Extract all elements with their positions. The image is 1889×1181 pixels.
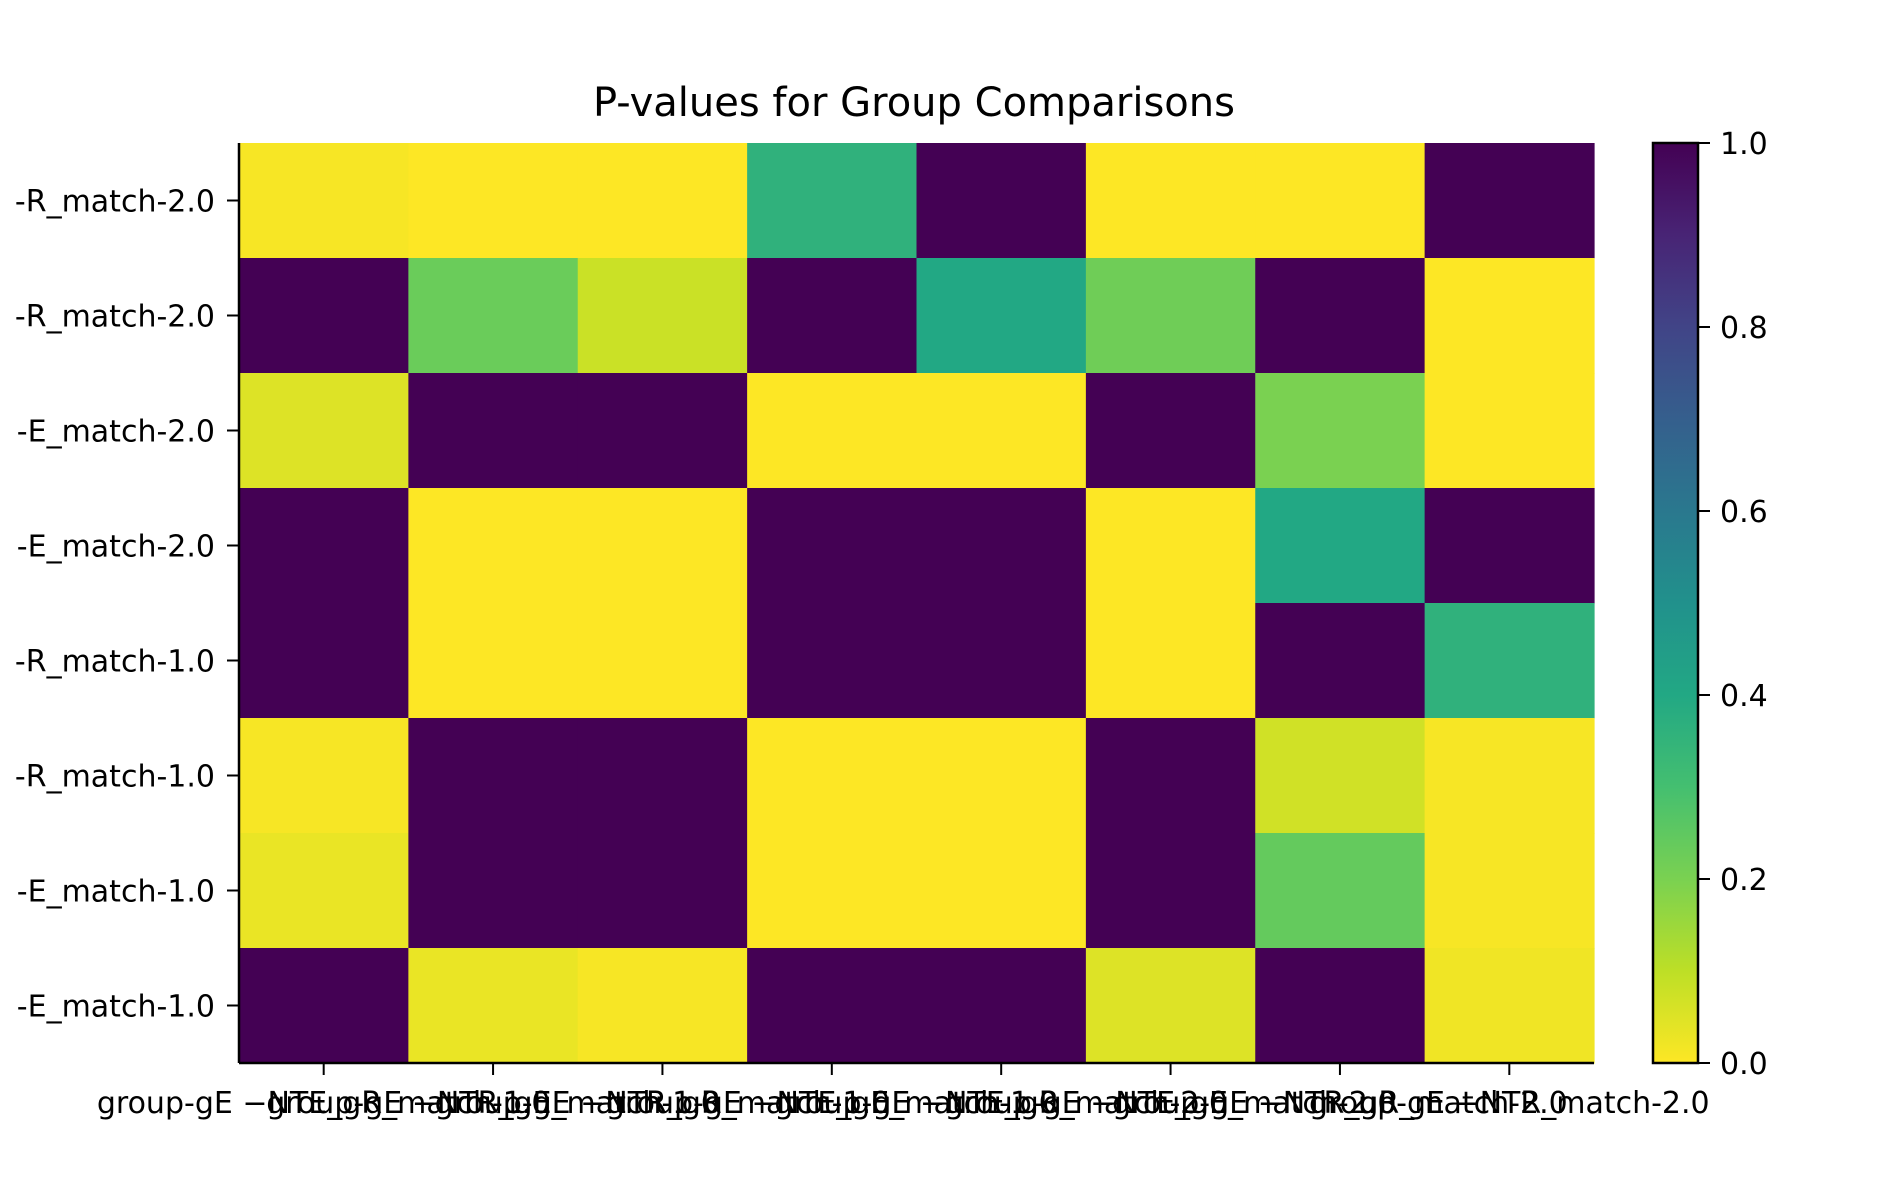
y-tick-label: ‑R_match-2.0 [15, 300, 215, 335]
heatmap-cell [1255, 143, 1426, 259]
y-axis-ticks: ‑R_match-2.0 ‑R_match-2.0 ‑E_match-2.0 ‑E_m… [15, 185, 239, 1025]
heatmap-cell [916, 258, 1087, 374]
heatmap-cell [916, 373, 1087, 489]
heatmap-cell [747, 718, 918, 834]
colorbar-tick-label: 0.2 [1720, 863, 1768, 898]
heatmap-cell [408, 488, 579, 604]
heatmap-cell [1085, 488, 1256, 604]
heatmap-cell [747, 258, 918, 374]
colorbar-tick-label: 0.0 [1720, 1047, 1768, 1082]
heatmap-cell [577, 718, 748, 834]
y-tick-label: ‑E_match-2.0 [17, 530, 215, 565]
heatmap-cell [747, 603, 918, 719]
colorbar-tick-label: 1.0 [1720, 127, 1768, 162]
heatmap-cell [747, 833, 918, 949]
heatmap-cell [1085, 143, 1256, 259]
y-tick-label: ‑E_match-1.0 [17, 875, 215, 910]
heatmap-cell [239, 258, 409, 374]
heatmap-cell [1085, 833, 1256, 949]
heatmap-cell [916, 833, 1087, 949]
heatmap-cell [1424, 143, 1595, 259]
heatmap-cell [408, 603, 579, 719]
x-tick-label: group-gE −NTE_gR_match-1.0 [97, 1086, 551, 1121]
colorbar-tick-label: 0.8 [1720, 311, 1768, 346]
heatmap-cell [239, 718, 409, 834]
heatmap-cell [577, 833, 748, 949]
heatmap-cell [408, 718, 579, 834]
heatmap-cell [1424, 948, 1595, 1064]
heatmap-cell [916, 948, 1087, 1064]
heatmap-cell [1255, 948, 1426, 1064]
heatmap-cell [747, 373, 918, 489]
heatmap-cell [1085, 373, 1256, 489]
heatmap-cell [239, 948, 409, 1064]
y-tick-label: ‑E_match-2.0 [17, 415, 215, 450]
heatmap-cell [1255, 488, 1426, 604]
colorbar: 0.0 0.2 0.4 0.6 0.8 1.0 [1651, 127, 1768, 1082]
heatmap-cell [1255, 833, 1426, 949]
heatmap-cell [1085, 718, 1256, 834]
heatmap-cell [916, 718, 1087, 834]
heatmap-cell [1085, 603, 1256, 719]
heatmap-cell [408, 833, 579, 949]
heatmap-cell [577, 603, 748, 719]
heatmap-cell [408, 373, 579, 489]
chart-title: P-values for Group Comparisons [593, 80, 1235, 126]
colorbar-gradient [1651, 141, 1700, 1065]
x-tick-label: group-gE −NTE_gE_match-2.0 [945, 1086, 1397, 1121]
heatmap-cell [1424, 833, 1595, 949]
x-tick-label: group-gE −NTE_gR_match-2.0 [774, 1086, 1228, 1121]
x-tick-label: group-gE −NTR_match-2.0 [1309, 1086, 1710, 1121]
heatmap-cell [239, 603, 409, 719]
heatmap-cell [577, 488, 748, 604]
colorbar-tick-label: 0.6 [1720, 495, 1768, 530]
heatmap-cell [408, 143, 579, 259]
heatmap-cell [1255, 258, 1426, 374]
heatmap-cell [239, 373, 409, 489]
heatmap-cell [577, 258, 748, 374]
heatmap-cell [408, 948, 579, 1064]
heatmap-cells [239, 143, 1595, 1064]
y-tick-label: ‑R_match-1.0 [15, 645, 215, 680]
y-tick-label: ‑E_match-1.0 [17, 990, 215, 1025]
y-tick-label: ‑R_match-1.0 [15, 760, 215, 795]
heatmap-cell [239, 488, 409, 604]
heatmap-cell [1424, 488, 1595, 604]
heatmap-cell [1255, 603, 1426, 719]
heatmap-cell [577, 948, 748, 1064]
heatmap-axes [237, 143, 1594, 1065]
heatmap-cell [1085, 948, 1256, 1064]
colorbar-tick-label: 0.4 [1720, 679, 1768, 714]
heatmap-cell [916, 603, 1087, 719]
heatmap-cell [1424, 603, 1595, 719]
x-tick-label: group-gE −NTR_gR_match-1.0 [435, 1086, 891, 1121]
heatmap-cell [747, 948, 918, 1064]
heatmap-cell [1424, 258, 1595, 374]
x-tick-label: group-gE −NTR_gE_match-1.0 [266, 1086, 720, 1121]
heatmap-cell [1424, 718, 1595, 834]
heatmap-cell [1255, 718, 1426, 834]
heatmap-cell [239, 143, 409, 259]
y-tick-label: ‑R_match-2.0 [15, 185, 215, 220]
heatmap-cell [916, 143, 1087, 259]
heatmap-cell [1424, 373, 1595, 489]
heatmap-cell [577, 143, 748, 259]
heatmap-cell [747, 488, 918, 604]
heatmap-cell [577, 373, 748, 489]
heatmap-cell [747, 143, 918, 259]
heatmap-cell [239, 833, 409, 949]
x-tick-label: group-gE −NTE_gE_match-1.0 [606, 1086, 1058, 1121]
heatmap-cell [1255, 373, 1426, 489]
heatmap-cell [1085, 258, 1256, 374]
heatmap-cell [408, 258, 579, 374]
x-tick-label: group-gE −NTR_gR_match-2.0 [1112, 1086, 1568, 1121]
heatmap-cell [916, 488, 1087, 604]
